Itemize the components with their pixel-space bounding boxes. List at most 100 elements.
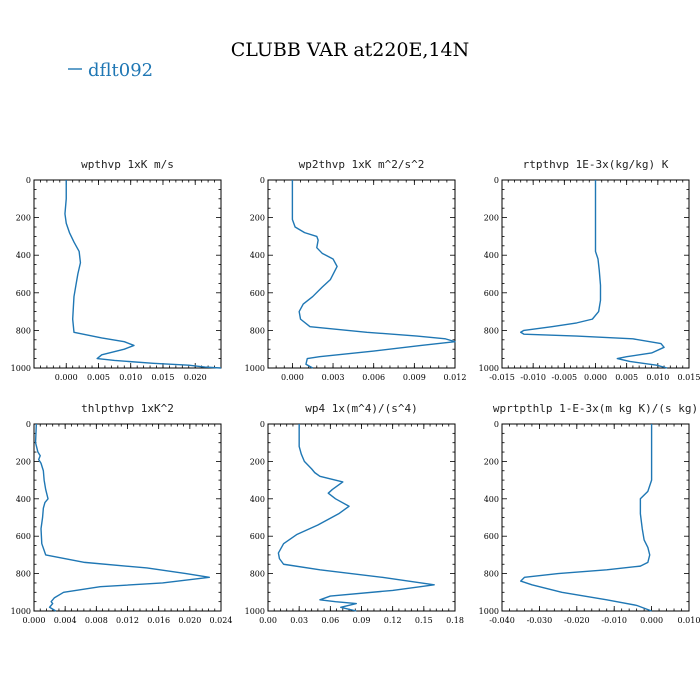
panel-title: rtpthvp 1E-3x(kg/kg) K (523, 158, 669, 171)
y-tick-label: 800 (16, 326, 31, 335)
y-tick-label: 400 (484, 251, 499, 260)
y-tick-label: 1000 (11, 364, 31, 373)
y-tick-label: 600 (484, 289, 499, 298)
y-tick-label: 200 (16, 457, 31, 466)
y-tick-label: 800 (250, 326, 265, 335)
y-tick-label: 200 (16, 214, 31, 223)
x-tick-label: -0.040 (489, 616, 515, 625)
y-tick-label: 400 (250, 495, 265, 504)
y-tick-label: 400 (484, 495, 499, 504)
y-tick-label: 600 (16, 289, 31, 298)
x-tick-label: 0.12 (384, 616, 402, 625)
series-line (520, 424, 653, 612)
plot-frame (267, 423, 456, 612)
y-tick-label: 800 (484, 326, 499, 335)
series-line (520, 180, 668, 369)
y-tick-label: 600 (484, 532, 499, 541)
x-tick-label: 0.000 (23, 616, 46, 625)
x-tick-label: 0.020 (178, 616, 201, 625)
x-tick-label: 0.009 (403, 373, 426, 382)
x-tick-label: -0.010 (601, 616, 627, 625)
chart-panel: rtpthvp 1E-3x(kg/kg) K02004006008001000-… (479, 158, 700, 382)
panel-title: wpthvp 1xK m/s (81, 158, 174, 171)
y-tick-label: 0 (26, 420, 31, 429)
series-line (277, 424, 435, 612)
x-tick-label: -0.030 (527, 616, 553, 625)
x-tick-label: 0.024 (210, 616, 233, 625)
x-tick-label: 0.020 (184, 373, 207, 382)
x-tick-label: -0.005 (552, 373, 578, 382)
y-tick-label: 0 (260, 420, 265, 429)
series-line (34, 423, 211, 612)
y-tick-label: 0 (494, 176, 499, 185)
y-tick-label: 0 (260, 176, 265, 185)
x-tick-label: 0.00 (259, 616, 277, 625)
y-tick-label: 800 (16, 570, 31, 579)
x-tick-label: 0.006 (362, 373, 385, 382)
x-tick-label: 0.008 (85, 616, 108, 625)
x-tick-label: 0.004 (54, 616, 77, 625)
x-tick-label: 0.012 (116, 616, 139, 625)
y-tick-label: 400 (16, 251, 31, 260)
x-tick-label: -0.015 (489, 373, 515, 382)
legend-label: dflt092 (88, 60, 153, 81)
legend: dflt092 (68, 60, 153, 81)
x-tick-label: 0.010 (678, 616, 700, 625)
y-tick-label: 200 (250, 457, 265, 466)
plot-frame (33, 179, 222, 369)
x-tick-label: 0.003 (322, 373, 345, 382)
x-tick-label: 0.016 (147, 616, 170, 625)
y-tick-label: 1000 (11, 607, 31, 616)
x-tick-label: 0.000 (281, 373, 304, 382)
panel-title: wprtpthlp 1-E-3x(m kg K)/(s kg) (493, 402, 698, 415)
panel-title: wp2thvp 1xK m^2/s^2 (299, 158, 425, 171)
plot-frame (267, 179, 456, 369)
x-tick-label: 0.03 (290, 616, 308, 625)
series-line (291, 180, 456, 369)
plot-frame (33, 423, 222, 612)
x-tick-label: 0.010 (646, 373, 669, 382)
y-tick-label: 0 (494, 420, 499, 429)
x-tick-label: 0.15 (415, 616, 433, 625)
x-tick-label: 0.06 (321, 616, 339, 625)
x-tick-label: 0.09 (353, 616, 371, 625)
y-tick-label: 600 (250, 289, 265, 298)
series-line (64, 180, 222, 369)
chart-panel: wp2thvp 1xK m^2/s^2 0 200 400 600 800 1000 0.00… (245, 158, 467, 382)
chart-panel: wpthvp 1xK m/s 0 200 400 600 800 1000 0.000 0.00… (11, 158, 222, 382)
y-tick-label: 1000 (479, 364, 499, 373)
y-tick-label: 200 (250, 214, 265, 223)
x-tick-label: 0.000 (584, 373, 607, 382)
x-tick-label: -0.020 (564, 616, 590, 625)
y-tick-label: 200 (484, 457, 499, 466)
x-tick-label: 0.010 (119, 373, 142, 382)
x-tick-label: 0.18 (446, 616, 464, 625)
figure-title: CLUBB VAR at220E,14N (231, 39, 470, 61)
x-tick-label: 0.005 (87, 373, 110, 382)
y-tick-label: 600 (16, 532, 31, 541)
x-tick-label: 0.015 (152, 373, 175, 382)
panel-title: thlpthvp 1xK^2 (81, 402, 174, 415)
y-tick-label: 1000 (245, 607, 265, 616)
x-tick-label: -0.010 (520, 373, 546, 382)
panel-title: wp4 1x(m^4)/(s^4) (305, 402, 418, 415)
x-tick-label: 0.012 (444, 373, 467, 382)
x-tick-label: 0.000 (640, 616, 663, 625)
y-tick-label: 1000 (479, 607, 499, 616)
y-tick-label: 1000 (245, 364, 265, 373)
y-tick-label: 600 (250, 532, 265, 541)
x-tick-label: 0.005 (615, 373, 638, 382)
plot-frame (501, 423, 690, 612)
y-tick-label: 0 (26, 176, 31, 185)
x-tick-label: 0.015 (678, 373, 700, 382)
y-tick-label: 800 (484, 570, 499, 579)
y-tick-label: 800 (250, 570, 265, 579)
chart-panel: wprtpthlp 1-E-3x(m kg K)/(s kg) 0 200 400 60… (479, 402, 700, 625)
y-tick-label: 400 (250, 251, 265, 260)
y-tick-label: 200 (484, 214, 499, 223)
y-tick-label: 400 (16, 495, 31, 504)
